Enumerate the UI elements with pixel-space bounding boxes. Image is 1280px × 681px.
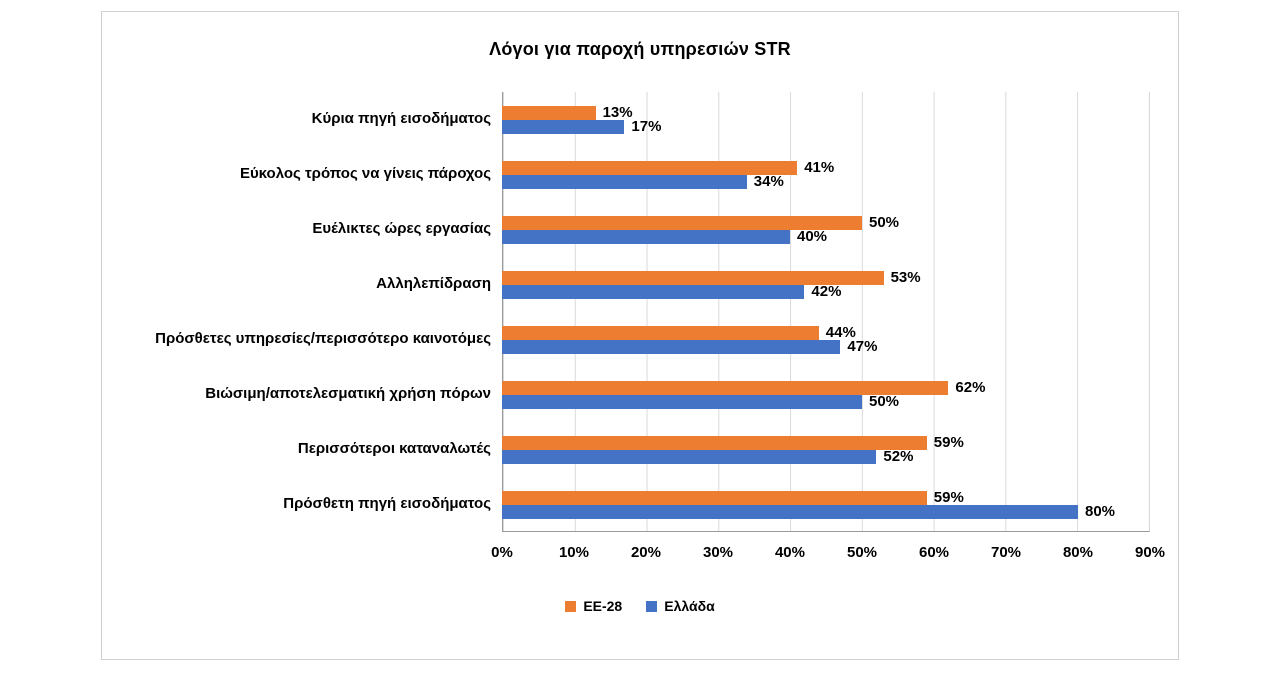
bar-line: 50% <box>502 214 1150 231</box>
bar-group: Πρόσθετη πηγή εισοδήματος 59% 80% <box>102 477 1150 532</box>
bar-ee-28 <box>502 270 884 285</box>
data-label: 52% <box>883 448 914 465</box>
bar-greece <box>502 174 747 189</box>
data-label: 42% <box>811 283 842 300</box>
x-tick-label: 50% <box>846 544 878 561</box>
bar-greece <box>502 339 841 354</box>
bars-cell: 53% 42% <box>502 269 1150 300</box>
data-label: 13% <box>602 104 633 121</box>
bar-greece <box>502 229 790 244</box>
category-label: Περισσότεροι καταναλωτές <box>297 440 491 458</box>
bars-cell: 50% 40% <box>502 214 1150 245</box>
bar-ee-28 <box>502 435 927 450</box>
data-label: 62% <box>955 379 986 396</box>
bar-line: 80% <box>502 503 1150 520</box>
bars-cell: 62% 50% <box>502 379 1150 410</box>
bars-cell: 41% 34% <box>502 159 1150 190</box>
bar-line: 53% <box>502 269 1150 286</box>
x-tick-label: 20% <box>630 544 661 561</box>
bar-ee-28 <box>502 325 819 340</box>
chart-title: Λόγοι για παροχή υπηρεσιών STR <box>489 39 791 59</box>
data-label: 41% <box>804 159 835 176</box>
plot-area: Κύρια πηγή εισοδήματος 13% 17% Εύκολος τρόπ… <box>102 92 1150 532</box>
bar-line: 59% <box>502 434 1150 451</box>
bars-cell: 59% 52% <box>502 434 1150 465</box>
x-tick-label: 90% <box>1134 544 1166 561</box>
bar-line: 44% <box>502 324 1150 341</box>
category-label: Πρόσθετη πηγή εισοδήματος <box>283 495 491 513</box>
data-label: 17% <box>631 118 662 135</box>
legend-label: EE-28 <box>583 598 623 614</box>
bar-line: 40% <box>502 228 1150 245</box>
data-label: 47% <box>847 338 878 355</box>
category-label: Ευέλικτες ώρες εργασίας <box>312 220 491 238</box>
data-label: 50% <box>869 214 900 231</box>
legend-item-greece: Ελλάδα <box>646 598 715 614</box>
x-tick-label: 30% <box>702 544 734 561</box>
data-label: 34% <box>753 173 784 190</box>
x-tick-label: 60% <box>918 544 950 561</box>
legend-swatch-ee-28 <box>565 600 577 612</box>
bar-group: Αλληλεπίδραση 53% 42% <box>102 257 1150 312</box>
bar-ee-28 <box>502 105 596 120</box>
bar-group: Βιώσιμη/αποτελεσματική χρήση πόρων 62% 50% <box>102 367 1150 422</box>
bar-line: 42% <box>502 283 1150 300</box>
bar-line: 50% <box>502 393 1150 410</box>
x-tick-label: 70% <box>990 544 1022 561</box>
bar-line: 52% <box>502 448 1150 465</box>
bars-cell: 13% 17% <box>502 104 1150 135</box>
x-tick-label: 40% <box>774 544 805 561</box>
bar-greece <box>502 504 1078 519</box>
bar-line: 62% <box>502 379 1150 396</box>
category-label: Κύρια πηγή εισοδήματος <box>311 110 491 128</box>
bar-line: 59% <box>502 489 1150 506</box>
data-label: 80% <box>1084 503 1116 520</box>
data-label: 44% <box>825 324 856 341</box>
legend-label: Ελλάδα <box>664 598 715 614</box>
data-label: 50% <box>869 393 900 410</box>
bar-line: 17% <box>502 118 1150 135</box>
bar-greece <box>502 119 625 134</box>
data-label: 53% <box>890 269 921 286</box>
bar-greece <box>502 394 862 409</box>
category-label: Αλληλεπίδραση <box>376 275 491 293</box>
legend-swatch-greece <box>646 600 658 612</box>
category-label: Βιώσιμη/αποτελεσματική χρήση πόρων <box>205 385 491 403</box>
legend: EE-28 Ελλάδα <box>102 598 1178 614</box>
chart-frame: Λόγοι για παροχή υπηρεσιών STR Κύρια πηγ… <box>101 11 1179 660</box>
data-label: 40% <box>796 228 828 245</box>
bar-group: Πρόσθετες υπηρεσίες/περισσότερο καινοτόμ… <box>102 312 1150 367</box>
data-label: 59% <box>933 489 964 506</box>
bar-group: Περισσότεροι καταναλωτές 59% 52% <box>102 422 1150 477</box>
bar-rows: Κύρια πηγή εισοδήματος 13% 17% Εύκολος τρόπ… <box>102 92 1150 532</box>
x-tick-label: 0% <box>491 544 513 561</box>
bar-line: 41% <box>502 159 1150 176</box>
bar-ee-28 <box>502 490 927 505</box>
x-tick-label: 10% <box>558 544 589 561</box>
bar-ee-28 <box>502 215 862 230</box>
bar-line: 47% <box>502 338 1150 355</box>
bar-group: Κύρια πηγή εισοδήματος 13% 17% <box>102 92 1150 147</box>
bar-greece <box>502 284 805 299</box>
bar-line: 34% <box>502 173 1150 190</box>
category-label: Εύκολος τρόπος να γίνεις πάροχος <box>239 165 491 183</box>
bars-cell: 44% 47% <box>502 324 1150 355</box>
bars-cell: 59% 80% <box>502 489 1150 520</box>
bar-ee-28 <box>502 380 949 395</box>
bar-ee-28 <box>502 160 798 175</box>
category-label: Πρόσθετες υπηρεσίες/περισσότερο καινοτόμ… <box>155 330 491 348</box>
data-label: 59% <box>933 434 964 451</box>
x-tick-label: 80% <box>1062 544 1093 561</box>
bar-greece <box>502 449 877 464</box>
bar-group: Ευέλικτες ώρες εργασίας 50% 40% <box>102 202 1150 257</box>
x-axis: 0% 10% 20% 30% 40% 50% 60% 70% 80% 90% <box>491 532 1165 566</box>
legend-item-ee-28: EE-28 <box>565 598 622 614</box>
bar-group: Εύκολος τρόπος να γίνεις πάροχος 41% 34% <box>102 147 1150 202</box>
bar-line: 13% <box>502 104 1150 121</box>
